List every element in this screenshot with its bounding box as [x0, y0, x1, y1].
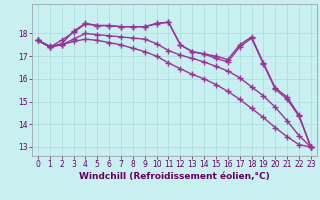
X-axis label: Windchill (Refroidissement éolien,°C): Windchill (Refroidissement éolien,°C)	[79, 172, 270, 181]
